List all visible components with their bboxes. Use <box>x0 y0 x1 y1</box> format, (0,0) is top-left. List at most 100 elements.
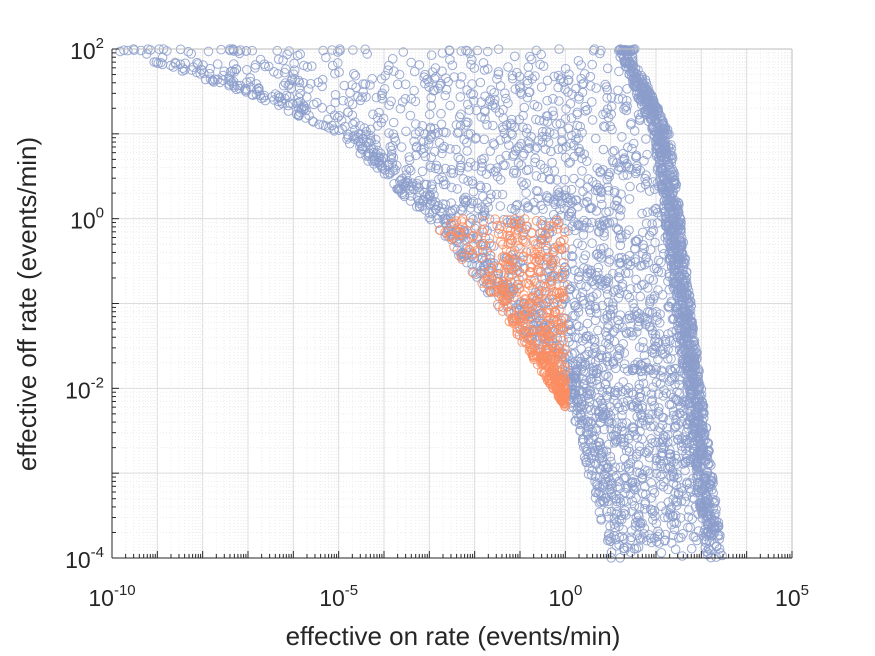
data-point <box>703 509 714 520</box>
data-point <box>614 532 625 543</box>
data-point <box>608 304 618 315</box>
data-point <box>429 200 439 210</box>
data-point <box>560 63 571 74</box>
data-point <box>195 69 206 79</box>
data-point <box>594 482 605 492</box>
data-point <box>205 74 216 84</box>
data-point <box>530 157 540 168</box>
data-point <box>663 329 673 339</box>
data-point <box>612 351 623 361</box>
data-point <box>573 238 583 249</box>
data-point <box>521 188 531 198</box>
data-point <box>666 237 677 247</box>
data-point <box>553 219 564 230</box>
data-point <box>339 80 350 91</box>
data-point <box>432 213 443 224</box>
data-point <box>215 77 225 88</box>
data-point <box>600 493 611 503</box>
data-point <box>630 244 640 254</box>
data-point <box>489 99 500 109</box>
data-point <box>670 544 681 555</box>
data-point <box>444 45 455 56</box>
data-point <box>579 263 589 274</box>
data-point <box>598 362 608 373</box>
data-point <box>377 88 388 99</box>
data-point <box>575 147 586 157</box>
data-point <box>588 45 599 56</box>
data-point <box>646 478 657 488</box>
data-point <box>245 73 255 83</box>
data-point <box>580 419 591 429</box>
data-point <box>623 268 634 278</box>
data-point <box>681 396 692 407</box>
data-point <box>553 82 563 93</box>
data-point <box>707 476 717 486</box>
data-point <box>643 257 654 268</box>
data-point <box>599 121 609 131</box>
data-point <box>590 133 601 144</box>
data-point <box>384 60 394 71</box>
data-point <box>638 240 648 250</box>
data-point <box>602 330 612 341</box>
axes: 10-10 10-5 100 105 10-4 10-2 100 102 <box>65 35 809 611</box>
data-point <box>508 168 519 178</box>
data-point <box>578 78 589 89</box>
data-point <box>681 427 692 437</box>
data-point <box>614 514 625 525</box>
data-point <box>228 80 239 91</box>
data-point <box>635 261 645 271</box>
data-point <box>526 228 537 239</box>
data-point <box>587 465 598 476</box>
data-point <box>698 431 708 442</box>
data-point <box>624 225 634 235</box>
data-point <box>692 461 703 472</box>
data-point <box>666 538 677 548</box>
data-point <box>485 286 496 296</box>
data-point <box>594 437 605 448</box>
data-point <box>684 306 694 316</box>
data-point <box>582 444 592 455</box>
data-point <box>640 489 651 500</box>
data-point <box>533 193 544 203</box>
data-point <box>637 208 647 219</box>
data-point <box>582 446 592 457</box>
data-point <box>614 162 625 172</box>
data-point <box>671 395 682 405</box>
data-point <box>524 143 535 153</box>
data-point <box>241 84 251 94</box>
data-point <box>548 110 559 121</box>
data-point <box>567 221 578 232</box>
data-point <box>501 134 512 144</box>
data-point <box>541 240 551 251</box>
data-point <box>683 455 694 466</box>
data-point <box>671 500 682 511</box>
data-point <box>676 233 687 243</box>
data-point <box>628 138 639 149</box>
data-point <box>684 290 695 301</box>
data-point <box>362 49 373 59</box>
data-point <box>455 92 466 102</box>
data-point <box>646 389 657 399</box>
data-point <box>477 238 488 249</box>
data-point <box>577 396 587 407</box>
data-point <box>438 214 449 225</box>
data-point <box>607 418 617 429</box>
data-point <box>633 234 644 245</box>
data-point <box>658 128 668 138</box>
data-point <box>199 68 209 78</box>
data-point <box>552 215 562 226</box>
data-point <box>650 336 660 347</box>
data-point <box>501 244 512 255</box>
data-point <box>212 59 223 69</box>
data-point <box>283 100 293 111</box>
data-point <box>419 129 430 140</box>
data-point <box>389 179 399 189</box>
data-point <box>517 177 527 187</box>
data-point <box>711 552 722 562</box>
data-point <box>525 51 535 62</box>
data-point <box>250 63 260 73</box>
data-point <box>178 63 188 73</box>
data-point <box>609 326 619 336</box>
data-point <box>252 85 262 95</box>
data-point <box>572 120 583 131</box>
